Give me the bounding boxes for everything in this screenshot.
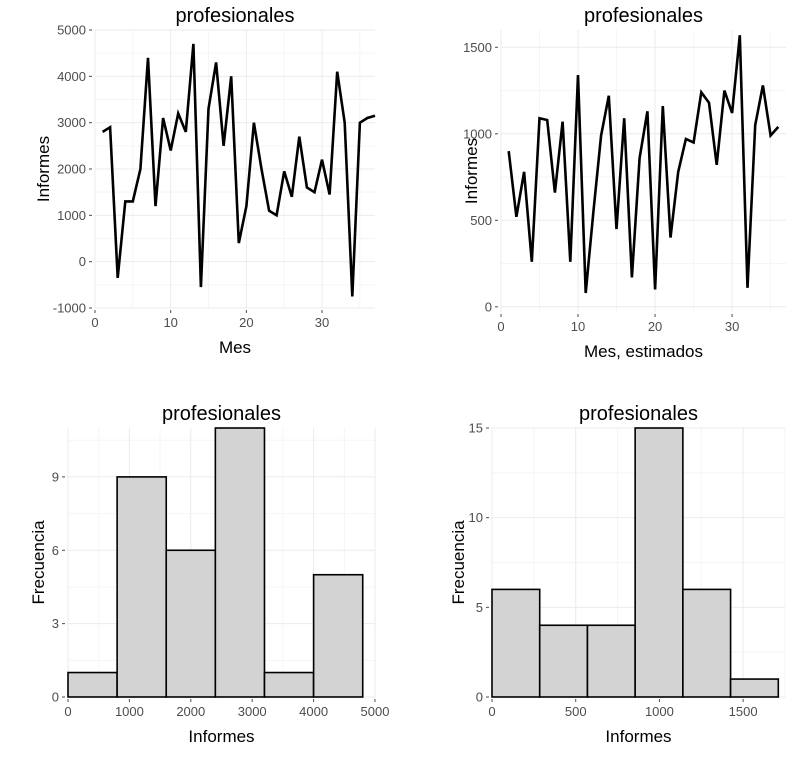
y-tick-label: 0 xyxy=(485,299,492,314)
x-tick-label: 1000 xyxy=(645,704,674,719)
x-axis-label: Mes, estimados xyxy=(584,342,703,361)
histogram-bar xyxy=(586,624,636,698)
y-tick-label: 1000 xyxy=(57,208,86,223)
y-axis-label: Frecuencia xyxy=(29,520,48,605)
y-tick-label: 15 xyxy=(469,421,483,436)
y-tick-label: 1000 xyxy=(463,126,492,141)
y-axis-label: Informes xyxy=(34,136,53,202)
chart-title: profesionales xyxy=(176,5,295,27)
x-tick-label: 10 xyxy=(571,319,585,334)
histogram-bar xyxy=(116,476,168,698)
y-tick-label: 9 xyxy=(52,469,59,484)
x-tick-label: 0 xyxy=(488,704,495,719)
line-chart-panel-2: 0 10 20 30 0 500 1000 1500 profesionales Mes, est… xyxy=(398,0,795,385)
histogram-bar xyxy=(682,588,732,698)
histogram-bar xyxy=(263,671,315,698)
histogram-bar xyxy=(312,573,364,698)
line-chart-informes-mes-estimados: 0 10 20 30 0 500 1000 1500 profesionales Mes, est… xyxy=(462,5,786,361)
y-tick-label: 10 xyxy=(469,510,483,525)
y-tick-label: 5000 xyxy=(57,23,86,38)
x-tick-label: 30 xyxy=(725,319,739,334)
histogram-bar xyxy=(634,427,684,698)
x-tick-label: 500 xyxy=(565,704,587,719)
x-axis-label: Mes xyxy=(219,338,251,357)
x-tick-label: 5000 xyxy=(361,704,390,719)
histogram-bar xyxy=(214,427,266,698)
x-tick-label: 0 xyxy=(91,315,98,330)
histogram-panel-2: 0 500 1000 1500 0 5 10 15 profesionales Informes F… xyxy=(398,386,795,771)
x-axis-label: Informes xyxy=(188,727,254,746)
x-tick-label: 10 xyxy=(163,315,177,330)
y-tick-label: 4000 xyxy=(57,69,86,84)
x-tick-label: 3000 xyxy=(238,704,267,719)
x-tick-label: 4000 xyxy=(299,704,328,719)
x-axis-label: Informes xyxy=(605,727,671,746)
x-tick-label: 1500 xyxy=(729,704,758,719)
y-tick-label: 3 xyxy=(52,616,59,631)
histogram-informes-2: 0 500 1000 1500 0 5 10 15 profesionales Informes F… xyxy=(449,403,786,746)
y-tick-label: 500 xyxy=(470,213,492,228)
histogram-bar xyxy=(165,549,217,698)
histogram-informes-1: 0 1000 2000 3000 4000 5000 0 3 6 9 profesionales In… xyxy=(29,403,390,746)
x-tick-label: 20 xyxy=(239,315,253,330)
x-tick-label: 0 xyxy=(497,319,504,334)
y-axis-label: Frecuencia xyxy=(449,520,468,605)
y-tick-label: 0 xyxy=(476,690,483,705)
line-chart-informes-mes: 0 10 20 30 -1000 0 1000 2000 3000 4000 5000 profesi… xyxy=(34,5,376,357)
y-tick-label: 0 xyxy=(79,254,86,269)
histogram-bar xyxy=(67,671,118,698)
series-line xyxy=(507,35,780,294)
histogram-bar xyxy=(491,588,541,698)
x-tick-label: 1000 xyxy=(115,704,144,719)
x-tick-label: 30 xyxy=(315,315,329,330)
y-tick-label: 2000 xyxy=(57,162,86,177)
histogram-panel-1: 0 1000 2000 3000 4000 5000 0 3 6 9 profesionales In… xyxy=(0,386,397,771)
x-tick-label: 20 xyxy=(648,319,662,334)
x-tick-label: 2000 xyxy=(176,704,205,719)
y-tick-label: 5 xyxy=(476,600,483,615)
y-axis-label: Informes xyxy=(462,138,481,204)
y-tick-label: 3000 xyxy=(57,115,86,130)
line-chart-panel-1: 0 10 20 30 -1000 0 1000 2000 3000 4000 5000 profesi… xyxy=(0,0,397,385)
histogram-bar xyxy=(729,678,780,698)
series-line xyxy=(101,43,376,297)
y-tick-label: 1500 xyxy=(463,40,492,55)
chart-title: profesionales xyxy=(162,403,281,425)
y-tick-label: 6 xyxy=(52,543,59,558)
chart-title: profesionales xyxy=(584,5,703,27)
histogram-bar xyxy=(538,624,589,698)
x-tick-label: 0 xyxy=(64,704,71,719)
chart-title: profesionales xyxy=(579,403,698,425)
y-tick-label: 0 xyxy=(52,690,59,705)
y-tick-label: -1000 xyxy=(53,301,86,316)
